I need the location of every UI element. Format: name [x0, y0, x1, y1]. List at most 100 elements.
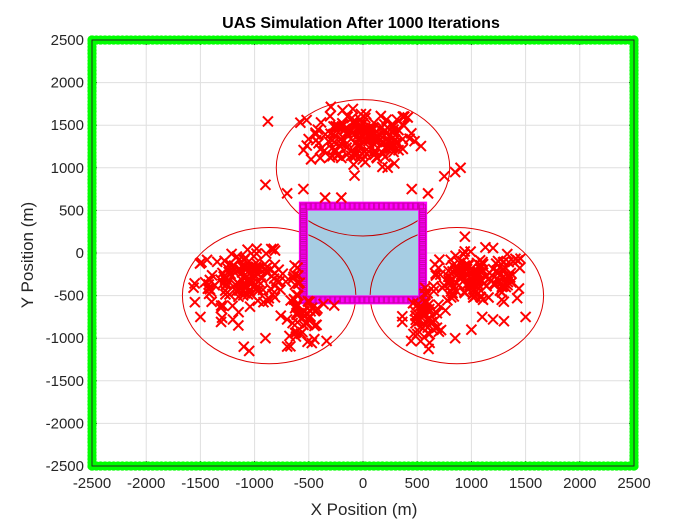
uav-marker — [396, 316, 408, 328]
uav-markers — [187, 101, 532, 357]
x-tick-label: 500 — [405, 475, 430, 492]
uav-marker — [324, 110, 336, 122]
uav-marker — [355, 119, 367, 132]
zone-marker — [353, 296, 361, 304]
zone-marker — [338, 296, 346, 304]
uav-marker — [195, 256, 208, 269]
uav-marker — [341, 126, 353, 138]
uav-marker — [446, 287, 459, 299]
uav-marker — [205, 296, 218, 308]
uav-marker — [388, 157, 401, 170]
zone-marker — [368, 296, 376, 304]
uav-marker — [292, 269, 304, 282]
zone-marker — [363, 202, 371, 210]
uav-marker — [347, 103, 359, 115]
uav-marker — [441, 294, 454, 307]
y-tick-label: 2500 — [51, 32, 84, 49]
plot-area — [87, 35, 639, 471]
zone-marker — [419, 215, 427, 223]
zone-marker — [324, 202, 332, 210]
zone-marker — [299, 212, 307, 220]
zone-marker — [299, 238, 307, 246]
x-tick-label: 1500 — [509, 475, 542, 492]
uav-marker — [505, 276, 518, 289]
uav-marker — [336, 104, 349, 116]
uav-marker — [459, 245, 471, 258]
uav-marker — [194, 311, 207, 323]
uav-marker — [244, 301, 256, 313]
uav-marker — [423, 337, 436, 349]
uav-marker — [215, 299, 227, 312]
zone-marker — [419, 265, 427, 273]
zone-marker — [314, 296, 322, 304]
uav-marker — [406, 183, 418, 195]
uav-marker — [461, 263, 473, 275]
zone-arcs — [308, 220, 418, 295]
zone-marker — [419, 254, 427, 262]
uav-marker — [503, 270, 515, 283]
y-axis-label: Y Position (m) — [18, 202, 37, 308]
uav-marker — [474, 290, 487, 303]
uav-marker — [328, 299, 340, 312]
uav-marker — [359, 112, 371, 124]
uav-marker — [359, 145, 371, 158]
uav-marker — [381, 161, 394, 174]
zone-marker — [419, 219, 427, 227]
zone-marker — [387, 202, 395, 210]
zone-marker — [382, 296, 390, 304]
uav-marker — [377, 147, 389, 160]
uav-marker — [259, 332, 272, 344]
zone-marker — [329, 202, 337, 210]
x-tick-label: 2000 — [563, 475, 596, 492]
zone-marker — [419, 273, 427, 281]
uav-marker — [216, 312, 228, 324]
uav-marker — [436, 282, 449, 294]
uav-marker — [261, 261, 273, 274]
zone-marker — [314, 202, 322, 210]
uav-marker — [328, 136, 340, 148]
uav-marker — [315, 116, 327, 129]
uav-marker — [496, 286, 508, 298]
uav-marker — [289, 327, 301, 339]
zone-marker — [299, 227, 307, 235]
zone-marker — [419, 204, 427, 212]
uav-marker — [294, 116, 307, 129]
uav-marker — [319, 128, 331, 140]
uav-marker — [472, 266, 484, 279]
uav-marker — [232, 306, 245, 318]
zone-marker — [299, 292, 307, 300]
zone-marker — [377, 296, 385, 304]
uav-marker — [474, 254, 486, 266]
zone-marker — [419, 208, 427, 216]
uav-marker — [257, 296, 270, 308]
zone-marker — [419, 246, 427, 254]
uav-marker — [491, 273, 503, 285]
zone-marker — [334, 202, 342, 210]
uav-marker — [203, 288, 215, 300]
uav-marker — [232, 284, 244, 296]
uav-marker — [422, 314, 435, 326]
uav-marker — [397, 110, 409, 123]
zone-marker — [412, 202, 420, 210]
uav-marker — [275, 309, 287, 322]
zone-marker — [419, 269, 427, 277]
zone-marker — [324, 296, 332, 304]
y-tick-label: -2500 — [46, 458, 84, 475]
x-tick-label: 2500 — [617, 475, 650, 492]
zone-marker — [419, 261, 427, 269]
uav-marker — [349, 150, 362, 162]
uav-marker — [347, 158, 360, 171]
zone-marker — [419, 227, 427, 235]
uav-marker — [281, 340, 293, 353]
uav-marker — [297, 183, 310, 195]
uav-marker — [344, 125, 356, 137]
uav-marker — [272, 276, 285, 288]
restricted-zone — [298, 201, 428, 305]
uav-marker — [250, 243, 263, 255]
zone-marker — [338, 202, 346, 210]
zone-marker — [392, 202, 400, 210]
zone-marker — [419, 238, 427, 246]
uav-marker — [411, 310, 423, 323]
uav-marker — [309, 305, 321, 317]
uav-marker — [487, 313, 499, 326]
